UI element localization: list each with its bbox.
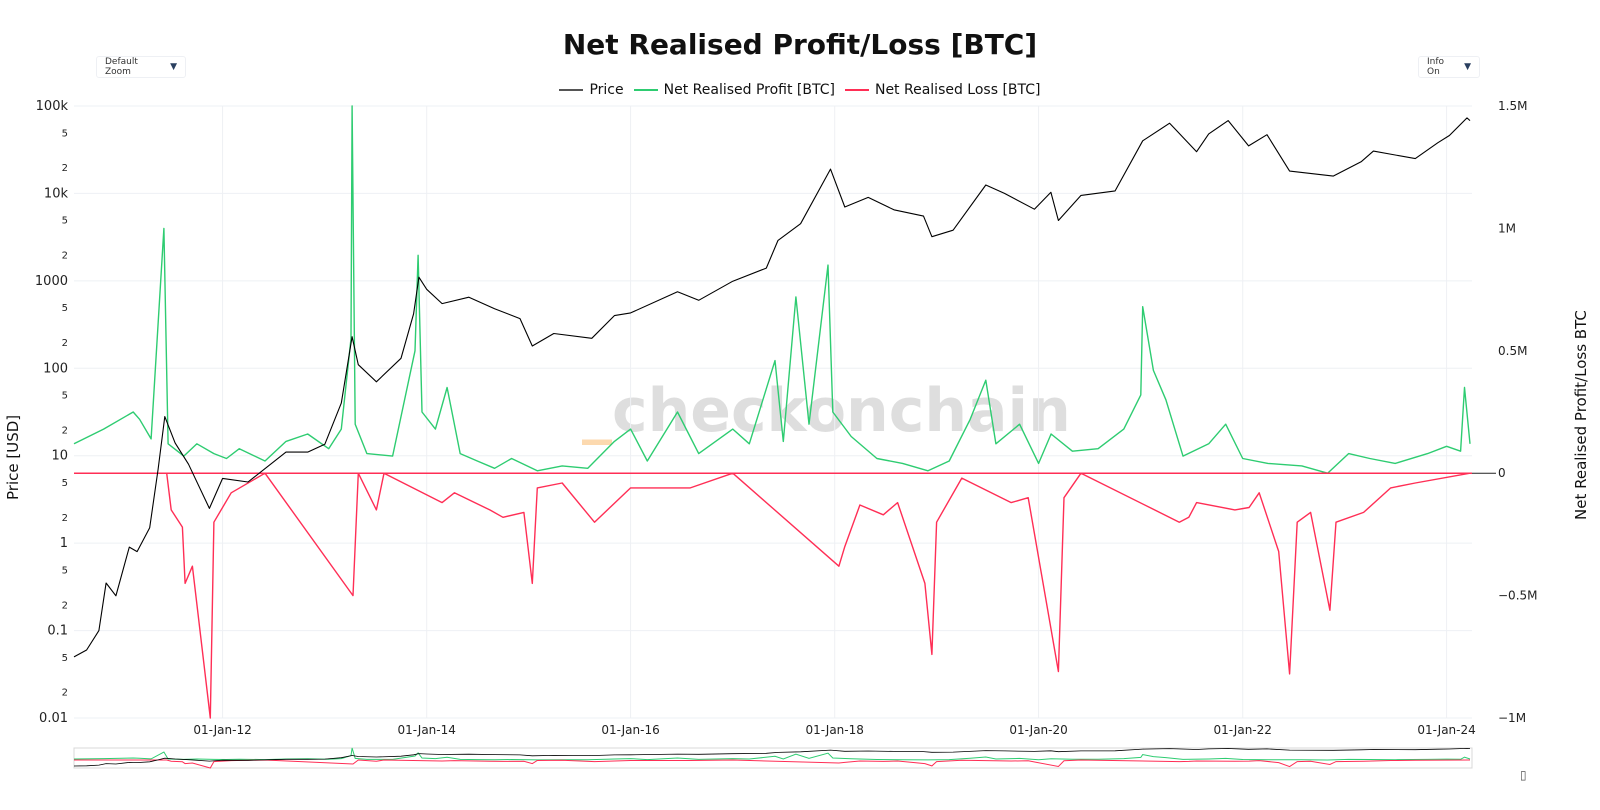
y-left-tick-label: 1 bbox=[60, 536, 68, 551]
profit-series-line bbox=[73, 105, 1471, 474]
y-left-tick-label: 2 bbox=[62, 688, 68, 699]
y-right-tick-label: −0.5M bbox=[1498, 589, 1538, 603]
y-left-tick-label: 5 bbox=[62, 128, 68, 139]
info-dropdown[interactable]: Info On ▼ bbox=[1418, 56, 1480, 78]
chevron-down-icon: ▼ bbox=[170, 62, 177, 72]
y-right-tick-label: −1M bbox=[1498, 711, 1526, 725]
legend-swatch-profit bbox=[633, 89, 658, 91]
y-right-tick-label: 1.5M bbox=[1498, 99, 1527, 113]
y-right-tick-label: 0.5M bbox=[1498, 344, 1527, 358]
chart-title: Net Realised Profit/Loss [BTC] bbox=[562, 28, 1038, 61]
y-axis-left-title: Price [USD] bbox=[4, 414, 22, 500]
range-slider-price bbox=[73, 747, 1471, 767]
x-tick-label: 01-Jan-18 bbox=[806, 723, 864, 737]
y-left-tick-label: 5 bbox=[62, 653, 68, 664]
zoom-dropdown-label: Default Zoom bbox=[105, 57, 138, 77]
y-axis-right-title: Net Realised Profit/Loss BTC bbox=[1572, 310, 1590, 520]
y-left-tick-label: 5 bbox=[62, 391, 68, 402]
y-left-tick-label: 100 bbox=[43, 361, 68, 376]
x-tick-label: 01-Jan-24 bbox=[1417, 723, 1475, 737]
y-left-tick-label: 2 bbox=[62, 163, 68, 174]
y-left-tick-label: 5 bbox=[62, 565, 68, 576]
range-slider-loss bbox=[74, 759, 1471, 769]
y-left-tick-label: 10k bbox=[44, 186, 69, 201]
y-left-tick-label: 2 bbox=[62, 513, 68, 524]
y-left-tick-label: 1000 bbox=[35, 274, 68, 289]
x-tick-label: 01-Jan-14 bbox=[398, 723, 456, 737]
zoom-dropdown[interactable]: Default Zoom ▼ bbox=[96, 56, 186, 78]
legend-item-price[interactable]: Price bbox=[559, 82, 624, 98]
y-left-tick-label: 0.01 bbox=[39, 711, 68, 726]
y-left-tick-label: 0.1 bbox=[47, 624, 68, 639]
legend-label-loss: Net Realised Loss [BTC] bbox=[874, 82, 1041, 98]
x-tick-label: 01-Jan-12 bbox=[193, 723, 251, 737]
y-left-tick-label: 2 bbox=[62, 338, 68, 349]
chart-legend: Price Net Realised Profit [BTC] Net Real… bbox=[0, 82, 1600, 98]
y-left-tick-label: 5 bbox=[62, 478, 68, 489]
legend-swatch-loss bbox=[844, 89, 869, 91]
legend-item-loss[interactable]: Net Realised Loss [BTC] bbox=[844, 82, 1041, 98]
legend-swatch-price bbox=[559, 89, 584, 91]
legend-label-price: Price bbox=[589, 82, 624, 98]
x-tick-label: 01-Jan-22 bbox=[1214, 723, 1272, 737]
y-left-tick-label: 10 bbox=[51, 449, 68, 464]
x-tick-label: 01-Jan-20 bbox=[1009, 723, 1067, 737]
range-slider-track bbox=[73, 747, 1473, 769]
chevron-down-icon: ▼ bbox=[1464, 62, 1471, 72]
watermark-prefix: _ bbox=[582, 376, 612, 446]
y-left-tick-label: 5 bbox=[62, 303, 68, 314]
y-left-tick-label: 2 bbox=[62, 425, 68, 436]
y-right-tick-label: 1M bbox=[1498, 221, 1516, 235]
y-right-tick-label: 0 bbox=[1498, 466, 1506, 480]
y-left-tick-label: 2 bbox=[62, 600, 68, 611]
info-dropdown-label: Info On bbox=[1427, 57, 1445, 77]
range-slider-handle-icon[interactable]: ▯ bbox=[1520, 768, 1527, 782]
loss-series-line bbox=[74, 472, 1471, 719]
legend-item-profit[interactable]: Net Realised Profit [BTC] bbox=[633, 82, 835, 98]
price-series-line bbox=[73, 117, 1471, 658]
y-left-tick-label: 100k bbox=[36, 99, 69, 114]
x-tick-label: 01-Jan-16 bbox=[601, 723, 659, 737]
y-left-tick-label: 5 bbox=[62, 216, 68, 227]
y-left-tick-label: 2 bbox=[62, 251, 68, 262]
legend-label-profit: Net Realised Profit [BTC] bbox=[663, 82, 835, 98]
